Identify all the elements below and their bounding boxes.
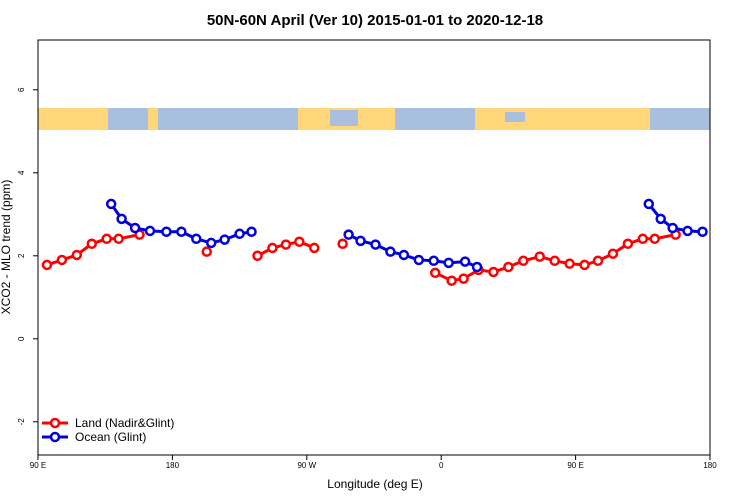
point xyxy=(205,237,217,249)
plot-frame xyxy=(37,39,711,456)
point xyxy=(201,246,212,257)
point xyxy=(471,261,483,273)
point xyxy=(458,273,469,284)
point xyxy=(161,226,172,237)
point xyxy=(116,213,127,225)
map-strip xyxy=(38,108,710,130)
point xyxy=(144,225,156,237)
point xyxy=(607,248,619,259)
point xyxy=(637,233,649,245)
point xyxy=(280,239,292,250)
y-tick-label: 2 xyxy=(17,253,26,258)
point xyxy=(105,198,117,210)
point xyxy=(129,222,141,234)
point xyxy=(294,236,305,247)
point xyxy=(443,257,454,269)
point xyxy=(252,250,263,262)
point xyxy=(343,229,354,240)
point xyxy=(246,226,257,237)
point xyxy=(534,251,546,262)
y-tick-label: 0 xyxy=(17,336,26,341)
legend-label: Ocean (Glint) xyxy=(75,430,146,444)
x-tick-label: 90 E xyxy=(30,461,46,470)
x-tick-label: 180 xyxy=(166,461,180,470)
point xyxy=(385,246,396,257)
point xyxy=(446,275,457,286)
point xyxy=(86,238,98,250)
point xyxy=(549,255,560,267)
point xyxy=(579,259,590,271)
point xyxy=(267,242,278,254)
point xyxy=(113,233,124,245)
x-tick-label: 90 W xyxy=(297,461,316,470)
point xyxy=(518,255,529,267)
x-tick-label: 180 xyxy=(703,461,717,470)
point xyxy=(309,242,320,254)
point xyxy=(503,261,514,273)
point xyxy=(337,238,348,250)
point xyxy=(655,213,666,225)
y-tick-label: -2 xyxy=(17,418,26,426)
point xyxy=(459,256,471,267)
point xyxy=(429,267,441,279)
point xyxy=(592,255,604,267)
point xyxy=(191,233,202,245)
point xyxy=(488,266,499,278)
legend-marker xyxy=(49,417,61,429)
point xyxy=(643,198,655,210)
point xyxy=(413,254,425,266)
x-tick-label: 0 xyxy=(439,461,444,470)
point xyxy=(622,238,634,250)
y-axis-label: XCO2 - MLO trend (ppm) xyxy=(0,180,13,315)
y-tick-label: 6 xyxy=(17,87,26,92)
point xyxy=(176,226,187,237)
point xyxy=(234,228,245,240)
point xyxy=(697,226,708,237)
point xyxy=(71,249,83,261)
point xyxy=(219,234,230,245)
point xyxy=(41,259,53,271)
legend-marker xyxy=(49,431,61,443)
x-axis-label: Longitude (deg E) xyxy=(327,477,422,491)
point xyxy=(649,233,660,245)
x-tick-label: 90 E xyxy=(567,461,583,470)
point xyxy=(370,239,381,250)
point xyxy=(428,255,439,267)
point xyxy=(56,254,68,266)
chart-title: 50N-60N April (Ver 10) 2015-01-01 to 202… xyxy=(207,12,543,29)
point xyxy=(101,233,112,245)
point xyxy=(667,222,678,234)
point xyxy=(355,235,366,247)
y-tick-label: 4 xyxy=(17,170,26,175)
point xyxy=(398,249,410,261)
point xyxy=(564,258,575,269)
legend-label: Land (Nadir&Glint) xyxy=(75,416,174,430)
point xyxy=(682,225,693,237)
